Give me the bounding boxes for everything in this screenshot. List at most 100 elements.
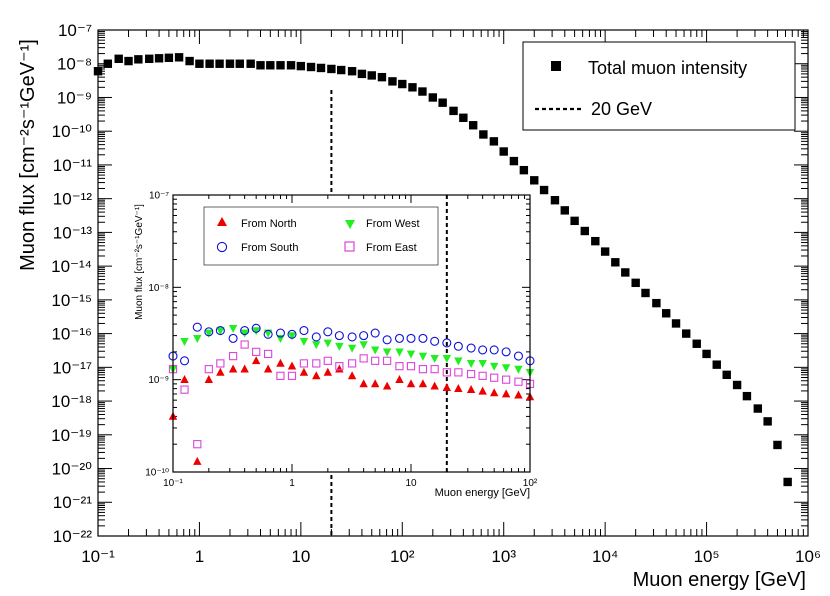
main-y-tick-label: 10⁻¹⁴ — [51, 257, 92, 276]
inset-point-from-east — [299, 359, 309, 368]
legend-east-marker — [344, 241, 355, 252]
inset-point-from-north — [359, 379, 368, 388]
main-point-total-muon-intensity — [215, 59, 224, 68]
inset-point-from-west — [335, 342, 344, 351]
main-point-total-muon-intensity — [337, 65, 346, 75]
inset-point-from-south — [513, 351, 524, 361]
main-point-total-muon-intensity — [550, 196, 560, 205]
main-point-total-muon-intensity — [773, 440, 782, 450]
inset-point-from-south — [240, 326, 250, 336]
inset-point-from-south — [382, 335, 392, 345]
inset-point-from-east — [276, 371, 285, 380]
main-point-total-muon-intensity — [468, 121, 478, 130]
inset-tick-labels: 10⁻¹ 1 10 10² 10⁻¹⁰ 10⁻⁹ 10⁻⁸ 10⁻⁷ — [145, 191, 538, 490]
inset-point-from-north — [204, 375, 214, 384]
inset-point-from-west — [514, 365, 523, 374]
inset-point-from-east — [359, 354, 368, 363]
inset-point-from-north — [251, 356, 261, 365]
main-point-total-muon-intensity — [479, 130, 488, 139]
inset-point-from-south — [179, 356, 190, 366]
inset-point-from-west — [442, 355, 452, 364]
inset-point-from-north — [382, 381, 392, 390]
inset-point-from-north — [216, 367, 225, 376]
inset-y-tick-label: 10⁻⁸ — [148, 283, 169, 294]
inset-point-from-south — [453, 341, 463, 351]
main-point-total-muon-intensity — [225, 59, 235, 68]
inset-point-from-west — [299, 337, 309, 346]
inset-point-from-west — [180, 337, 189, 346]
inset-point-from-north — [193, 456, 202, 465]
main-point-total-muon-intensity — [428, 93, 438, 102]
main-y-tick-label: 10⁻⁷ — [58, 21, 92, 40]
main-point-total-muon-intensity — [692, 339, 701, 348]
main-legend-box — [522, 41, 796, 131]
inset-point-from-south — [311, 332, 321, 342]
legend-20gev-label: 20 GeV — [591, 99, 652, 119]
main-point-total-muon-intensity — [438, 98, 447, 107]
main-point-total-muon-intensity — [398, 79, 407, 89]
inset-point-from-south — [323, 327, 333, 337]
main-y-tick-label: 10⁻¹⁵ — [51, 291, 92, 310]
inset-point-from-east — [264, 349, 273, 359]
inset-point-from-west — [193, 335, 202, 343]
legend-west-marker — [345, 220, 355, 229]
inset-point-from-west — [382, 348, 392, 357]
inset-point-from-east — [228, 351, 238, 361]
main-y-tick-label: 10⁻¹³ — [53, 223, 93, 242]
inset-point-from-west — [240, 329, 249, 338]
main-point-total-muon-intensity — [154, 54, 164, 63]
inset-point-from-south — [442, 338, 452, 348]
main-point-total-muon-intensity — [519, 165, 529, 175]
inset-point-from-north — [418, 379, 428, 388]
inset-point-from-east — [180, 385, 189, 394]
main-point-total-muon-intensity — [256, 61, 265, 70]
inset-point-from-south — [347, 332, 357, 342]
main-point-total-muon-intensity — [570, 216, 579, 226]
main-point-total-muon-intensity — [246, 59, 255, 68]
main-y-tick-label: 10⁻⁸ — [57, 55, 92, 74]
main-point-total-muon-intensity — [459, 113, 468, 122]
inset-y-tick-label: 10⁻⁹ — [148, 375, 169, 386]
inset-point-from-north — [370, 379, 380, 388]
inset-point-from-east — [312, 359, 321, 368]
inset-y-tick-label: 10⁻⁷ — [149, 191, 169, 202]
inset-point-from-north — [430, 381, 439, 390]
inset-point-from-west — [370, 346, 380, 355]
main-point-total-muon-intensity — [134, 55, 143, 64]
inset-point-from-north — [263, 364, 273, 373]
inset-point-from-south — [263, 329, 273, 339]
main-point-total-muon-intensity — [145, 54, 154, 64]
inset-point-from-west — [216, 327, 225, 336]
inset-point-from-west — [359, 341, 368, 350]
main-point-total-muon-intensity — [509, 156, 519, 166]
main-y-tick-label: 10⁻¹⁷ — [52, 358, 92, 377]
main-point-total-muon-intensity — [347, 67, 357, 76]
main-point-total-muon-intensity — [124, 56, 133, 66]
main-point-total-muon-intensity — [174, 53, 184, 62]
main-point-total-muon-intensity — [235, 59, 244, 68]
inset-point-from-south — [478, 345, 488, 355]
main-x-tick-label: 10⁴ — [592, 547, 618, 566]
legend-south-label: From South — [241, 242, 298, 254]
main-point-total-muon-intensity — [286, 61, 296, 70]
inset-point-from-south — [394, 333, 405, 343]
inset-point-from-east — [240, 340, 249, 349]
inset-point-from-south — [489, 345, 499, 355]
inset-data-points — [168, 322, 535, 465]
inset-point-from-south — [299, 326, 309, 336]
legend-east-label: From East — [366, 242, 417, 254]
inset-legend-box — [203, 206, 439, 266]
main-x-tick-label: 10² — [390, 547, 415, 566]
inset-plot-frame — [172, 194, 531, 473]
inset-point-from-north — [395, 375, 404, 384]
inset-point-from-north — [406, 379, 416, 388]
main-y-tick-label: 10⁻¹⁰ — [52, 122, 93, 141]
inset-point-from-east — [466, 369, 476, 379]
main-point-total-muon-intensity — [560, 206, 569, 215]
main-y-axis-label: Muon flux [cm⁻²s⁻¹GeV⁻¹] — [17, 39, 39, 271]
inset-point-from-east — [193, 440, 202, 449]
inset-point-from-east — [430, 365, 439, 374]
inset-point-from-north — [442, 383, 452, 391]
main-point-total-muon-intensity — [114, 54, 123, 64]
